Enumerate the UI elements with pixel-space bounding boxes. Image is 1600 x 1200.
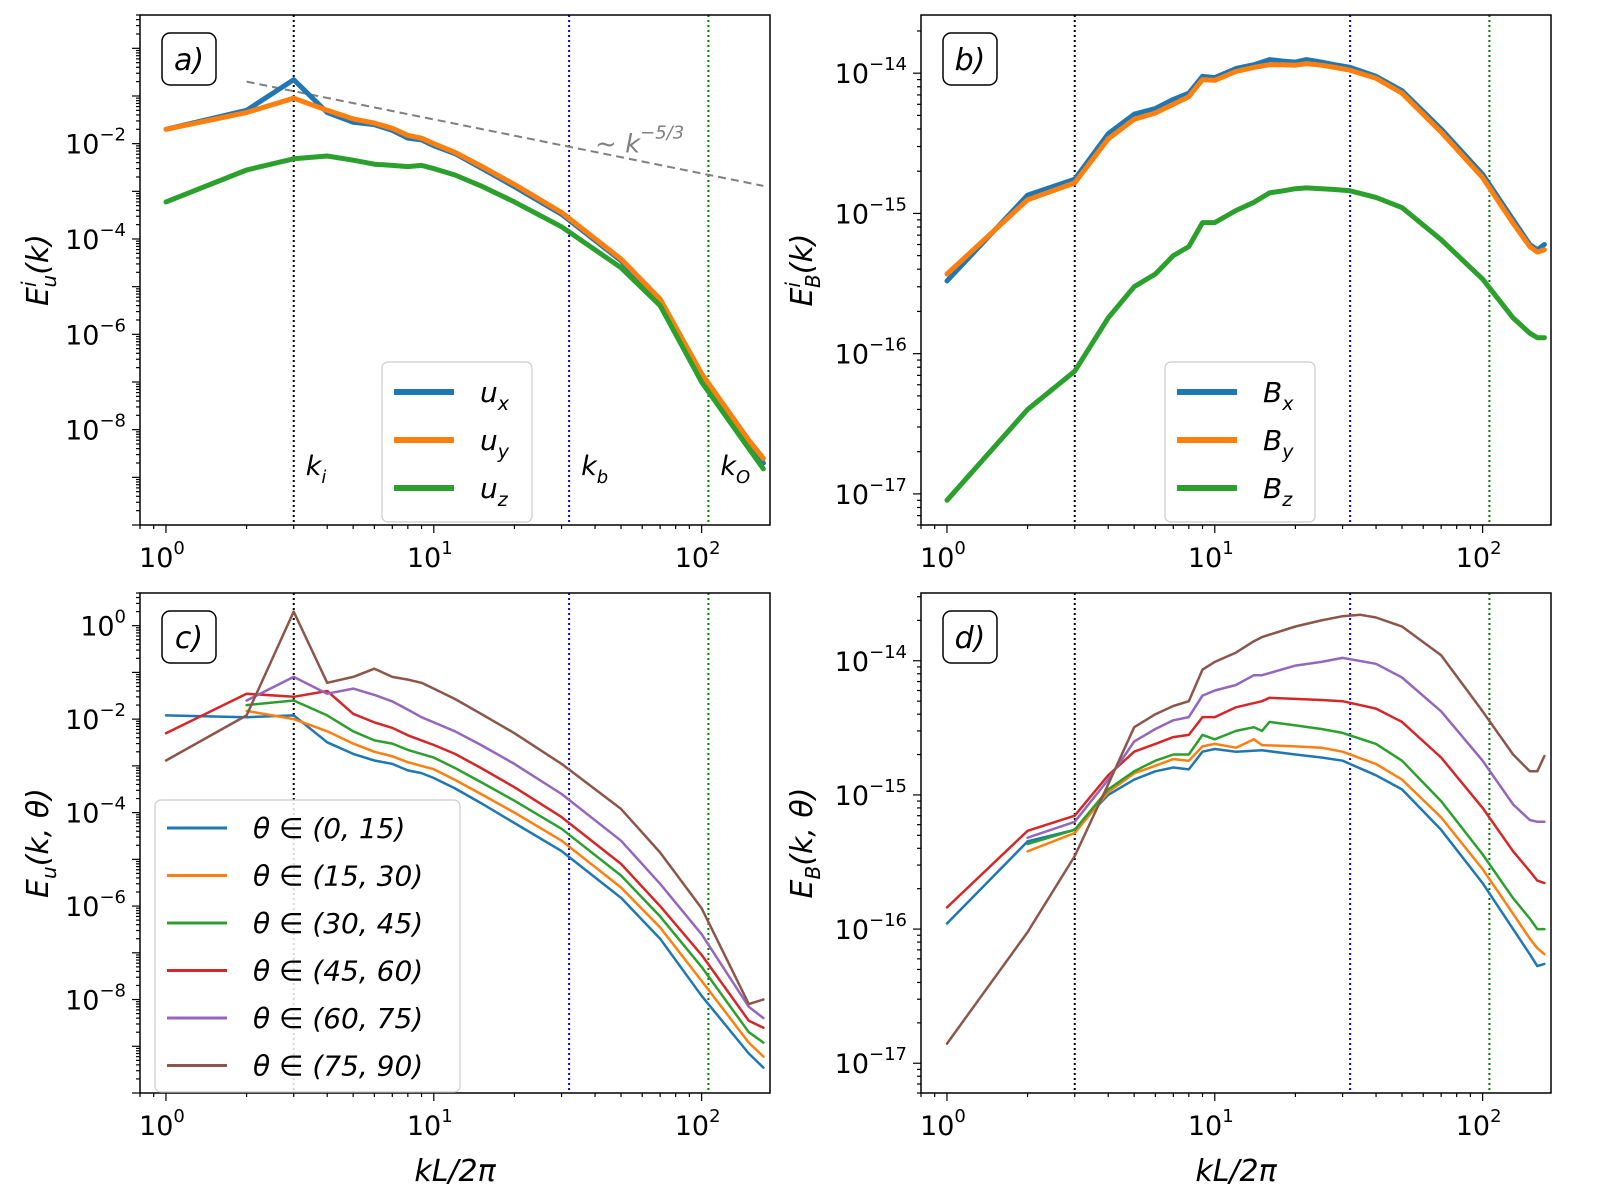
legend-c: θ ∈ (0, 15) θ ∈ (15, 30) θ ∈ (30, 45) θ ∈ (… [154,799,461,1093]
svg-text:c): c) [175,621,203,656]
vline-label-b: kb [581,451,608,488]
x-tick-label: 102 [675,538,721,574]
svg-text:d): d) [955,621,986,656]
series-line-c-3 [164,689,765,1029]
series-line-d-3 [945,696,1546,909]
y-tick-label: 10−6 [65,887,126,923]
series-line-c-4 [245,675,765,1020]
legend-b: Bx By Bz [1164,361,1316,523]
x-tick-label: 102 [1456,1106,1502,1142]
plot-frame-c [139,592,771,1094]
x-axis-label-d: kL/2π [1195,1154,1277,1189]
panel-a: ki kb kO ~ k−5/3 100 101 102 10−2 10−4 10−6 10−8 Ei… [17,14,771,574]
y-tick-label: 10−17 [835,475,907,511]
vline-label-i: ki [306,451,327,488]
legend-entry-theta: θ ∈ (30, 45) [253,907,423,940]
x-tick-label: 101 [407,538,453,574]
plot-frame-d [920,592,1552,1094]
y-tick-label: 10−8 [65,981,126,1017]
svg-text:a): a) [174,43,204,78]
panel-label-d: d) [942,610,998,664]
y-tick-label: 10−2 [65,700,126,736]
legend-entry-B_x: Bx [1263,376,1294,415]
series-line-d-4 [1026,656,1546,839]
y-axis-label-b: EiB(k) [781,233,825,306]
panel-d: 100 101 102 10−14 10−15 10−16 10−17 EB(k, θ) kL/… [785,592,1552,1189]
svg-text:b): b) [955,43,986,78]
y-tick-label: 10−14 [835,54,907,90]
y-tick-label: 10−14 [835,642,907,678]
series-line-d-1 [1026,738,1546,956]
y-tick-label: 10−15 [835,776,907,812]
y-tick-label: 10−8 [65,411,126,447]
series-line-c-2 [245,699,765,1044]
reference-slope-line [246,80,764,187]
panel-label-a: a) [161,32,217,86]
series-line-c-5 [164,610,765,1006]
y-axis-label-a: Eiu(k) [17,234,61,306]
panel-label-c: c) [161,610,217,664]
y-tick-label: 10−4 [65,794,126,830]
reference-slope-label: ~ k−5/3 [595,123,684,160]
x-tick-label: 100 [920,1106,966,1142]
series-line-c-1 [245,709,765,1058]
y-axis-label-d: EB(k, θ) [785,788,825,899]
panel-label-b: b) [942,32,998,86]
legend-entry-u_x: ux [480,376,510,415]
series-line-c-0 [164,714,765,1069]
series-line-d-0 [945,747,1546,968]
y-tick-label: 10−2 [65,125,126,161]
series-line-d-5 [945,613,1546,1045]
y-tick-label: 10−16 [835,335,907,371]
x-tick-label: 101 [1188,538,1234,574]
legend-entry-B_z: Bz [1263,472,1293,511]
plot-frame-a [139,14,771,526]
y-axis-label-c: Eu(k, θ) [21,788,61,898]
x-tick-label: 101 [1188,1106,1234,1142]
series-line-a-1 [163,95,766,461]
y-tick-label: 10−15 [835,194,907,230]
panel-c: 100 101 102 100 10−2 10−4 10−6 10−8 Eu(k, θ) kL/2… [21,592,771,1189]
legend-entry-u_y: uy [480,424,510,463]
x-tick-label: 102 [1456,538,1502,574]
y-tick-label: 100 [80,607,126,643]
y-tick-label: 10−4 [65,220,126,256]
legend-entry-theta: θ ∈ (15, 30) [253,860,423,893]
legend-entry-B_y: By [1263,424,1294,463]
y-tick-label: 10−16 [835,910,907,946]
vline-label-O: kO [720,451,750,488]
x-tick-label: 102 [675,1106,721,1142]
legend-entry-theta: θ ∈ (75, 90) [253,1050,423,1083]
series-line-b-1 [944,61,1547,277]
series-line-d-2 [1026,720,1546,931]
legend-entry-u_z: uz [480,472,509,511]
series-line-b-2 [944,185,1547,503]
legend-entry-theta: θ ∈ (0, 15) [253,812,405,845]
legend-entry-theta: θ ∈ (45, 60) [253,955,423,988]
series-line-a-2 [163,153,766,472]
x-axis-label-c: kL/2π [414,1154,496,1189]
x-tick-label: 101 [407,1106,453,1142]
plot-frame-b [920,14,1552,526]
y-tick-label: 10−6 [65,315,126,351]
y-tick-label: 10−17 [835,1044,907,1080]
x-tick-label: 100 [920,538,966,574]
legend-a: ux uy uz [381,361,533,523]
legend-entry-theta: θ ∈ (60, 75) [253,1002,423,1035]
x-tick-label: 100 [139,538,185,574]
panel-b: 100 101 10210−1410−1510−1610−17EiB(k)b)BxB… [781,14,1552,574]
x-tick-label: 100 [139,1106,185,1142]
